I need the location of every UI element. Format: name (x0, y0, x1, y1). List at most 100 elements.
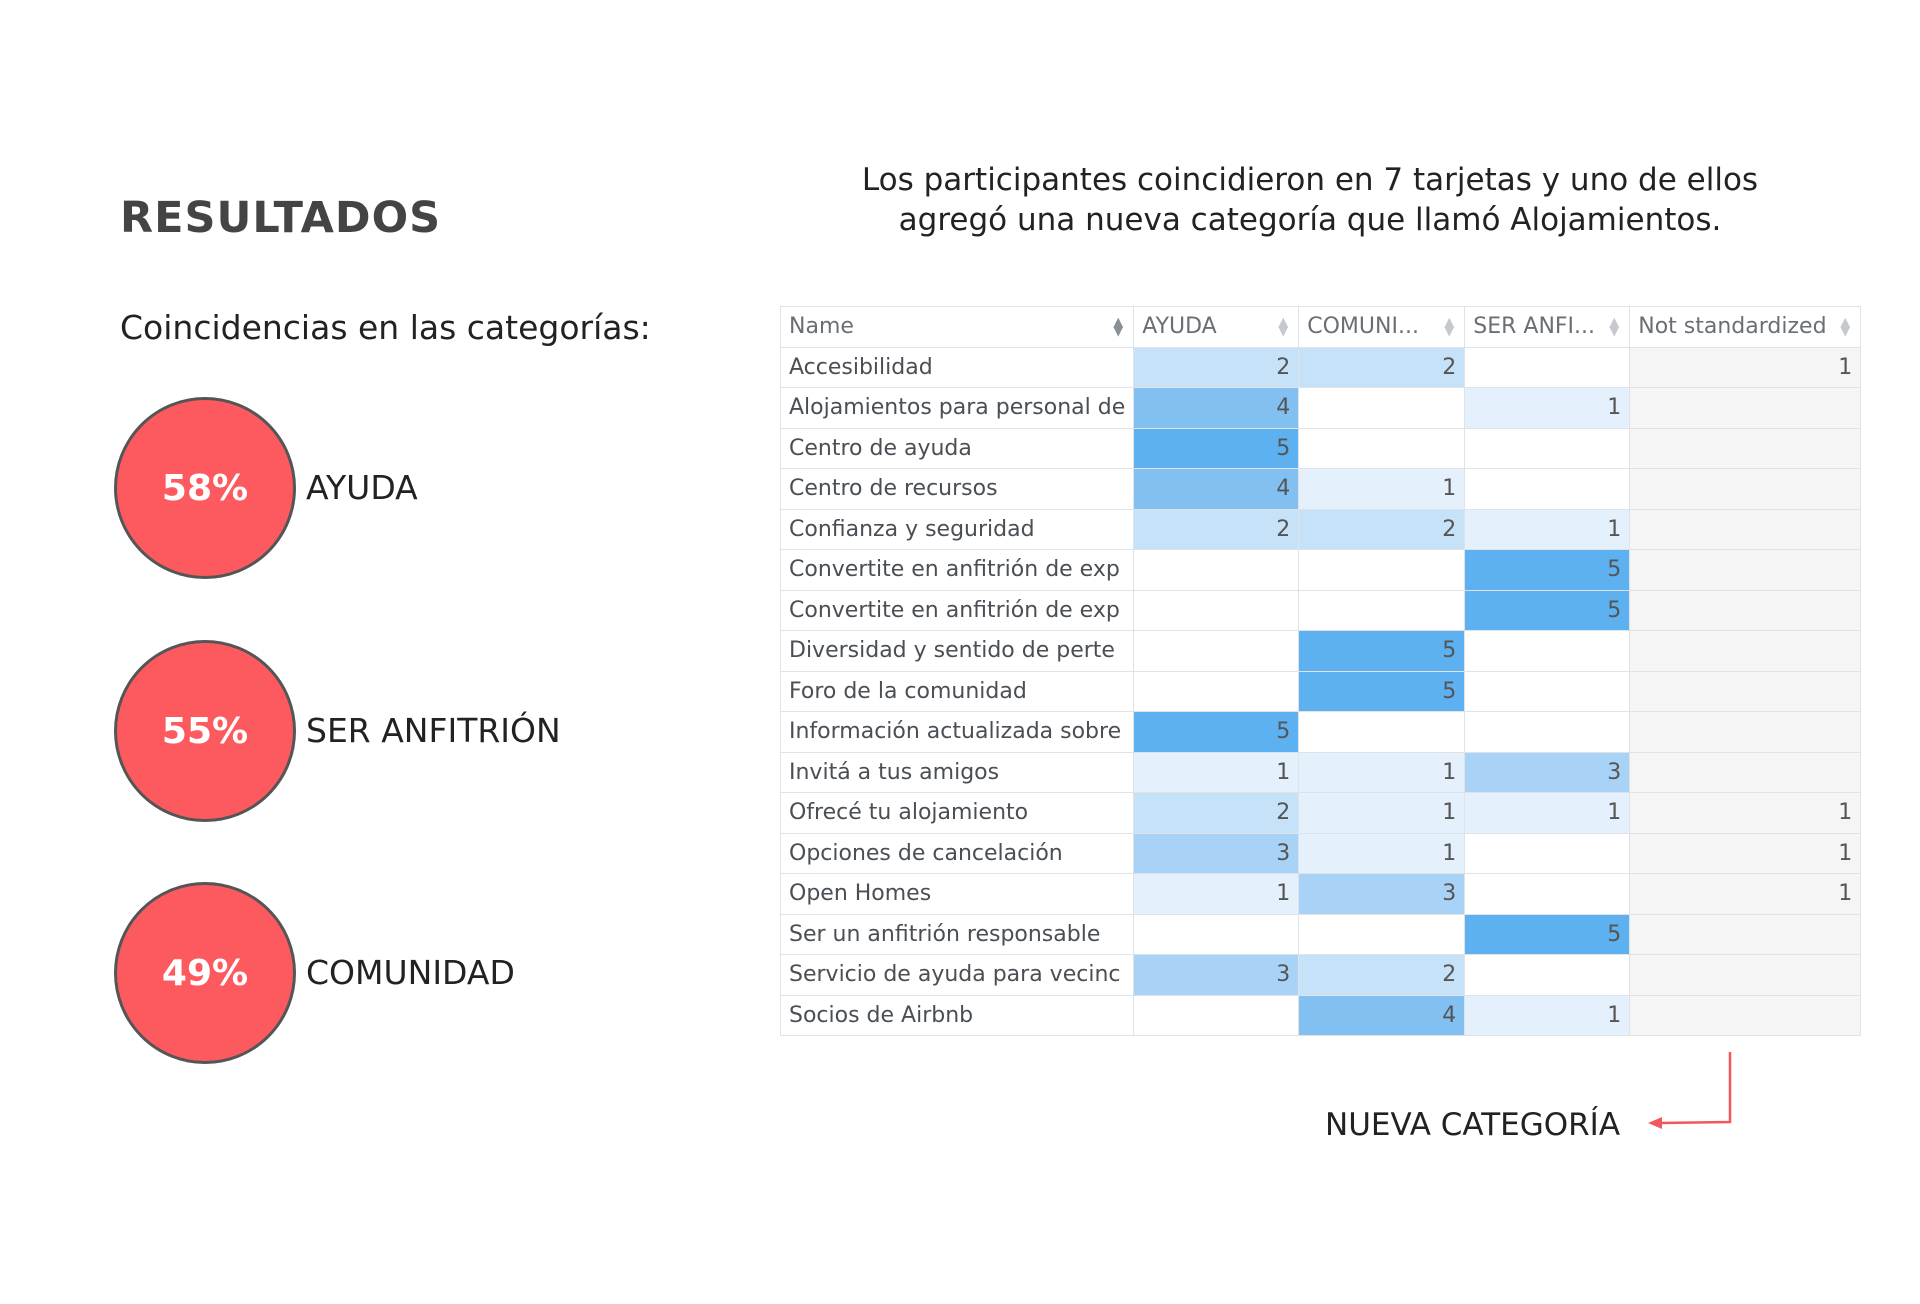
similarity-matrix-table: Name ▲ ▼ AYUDA ▲ ▼ COMUNI... ▲ ▼ SER ANFI... ▲ ▼… (779, 306, 1862, 1036)
table-row: Información actualizada sobre 5 (779, 711, 1862, 753)
value-cell: 1 (1464, 792, 1631, 834)
column-header-comunidad[interactable]: COMUNI... ▲ ▼ (1298, 306, 1466, 348)
value-cell (1629, 994, 1862, 1036)
value-cell (1464, 954, 1631, 996)
column-header-ayuda[interactable]: AYUDA ▲ ▼ (1133, 306, 1300, 348)
result-label: AYUDA (306, 468, 418, 507)
value-cell (1133, 589, 1300, 631)
value-cell: 3 (1298, 873, 1466, 915)
card-name-cell: Confianza y seguridad (779, 508, 1135, 550)
value-cell (1629, 549, 1862, 591)
table-row: Centro de recursos 4 1 (779, 468, 1862, 510)
subtitle: Coincidencias en las categorías: (120, 308, 651, 347)
value-cell (1629, 589, 1862, 631)
sort-icon[interactable]: ▲ ▼ (1609, 314, 1620, 339)
result-ser-anfitrion: 55% SER ANFITRIÓN (114, 640, 634, 822)
value-cell (1629, 913, 1862, 955)
card-name-cell: Socios de Airbnb (779, 994, 1135, 1036)
table-row: Foro de la comunidad 5 (779, 670, 1862, 712)
card-name-cell: Servicio de ayuda para vecinc (779, 954, 1135, 996)
value-cell: 4 (1298, 994, 1466, 1036)
value-cell: 2 (1133, 792, 1300, 834)
table-body: Accesibilidad 2 2 1 Alojamientos para person… (779, 346, 1862, 1036)
value-cell (1133, 630, 1300, 672)
value-cell: 5 (1133, 711, 1300, 753)
card-name-cell: Open Homes (779, 873, 1135, 915)
column-header-name[interactable]: Name ▲ ▼ (779, 306, 1135, 348)
result-ayuda: 58% AYUDA (114, 397, 634, 579)
value-cell: 1 (1629, 346, 1862, 388)
value-cell (1464, 832, 1631, 874)
value-cell: 1 (1298, 832, 1466, 874)
value-cell: 1 (1464, 508, 1631, 550)
value-cell: 1 (1298, 751, 1466, 793)
percent-circle: 49% (114, 882, 296, 1064)
card-name-cell: Invitá a tus amigos (779, 751, 1135, 793)
intro-text: Los participantes coincidieron en 7 tarj… (861, 162, 1759, 238)
sort-icon[interactable]: ▲ ▼ (1840, 314, 1851, 339)
card-name-cell: Convertite en anfitrión de exp (779, 589, 1135, 631)
result-label: SER ANFITRIÓN (306, 711, 561, 750)
value-cell: 4 (1133, 468, 1300, 510)
card-name-cell: Foro de la comunidad (779, 670, 1135, 712)
table-row: Diversidad y sentido de perte 5 (779, 630, 1862, 672)
value-cell (1629, 468, 1862, 510)
value-cell (1298, 387, 1466, 429)
card-name-cell: Diversidad y sentido de perte (779, 630, 1135, 672)
value-cell (1629, 751, 1862, 793)
value-cell: 1 (1464, 387, 1631, 429)
value-cell: 5 (1464, 913, 1631, 955)
value-cell: 5 (1464, 589, 1631, 631)
value-cell (1464, 427, 1631, 469)
table-header-row: Name ▲ ▼ AYUDA ▲ ▼ COMUNI... ▲ ▼ SER ANFI... ▲ ▼… (779, 306, 1862, 348)
column-header-ser-anfitrion[interactable]: SER ANFI... ▲ ▼ (1464, 306, 1631, 348)
value-cell (1133, 549, 1300, 591)
table-row: Alojamientos para personal de 4 1 (779, 387, 1862, 429)
value-cell: 1 (1464, 994, 1631, 1036)
result-label: COMUNIDAD (306, 953, 515, 992)
table-row: Socios de Airbnb 4 1 (779, 994, 1862, 1036)
value-cell (1629, 670, 1862, 712)
table-row: Accesibilidad 2 2 1 (779, 346, 1862, 388)
value-cell: 2 (1298, 954, 1466, 996)
page-title: RESULTADOS (120, 193, 442, 243)
card-name-cell: Opciones de cancelación (779, 832, 1135, 874)
table-row: Servicio de ayuda para vecinc 3 2 (779, 954, 1862, 996)
table-row: Convertite en anfitrión de exp 5 (779, 549, 1862, 591)
value-cell (1629, 954, 1862, 996)
value-cell (1464, 346, 1631, 388)
value-cell (1298, 913, 1466, 955)
value-cell (1298, 427, 1466, 469)
value-cell: 1 (1629, 873, 1862, 915)
value-cell (1629, 508, 1862, 550)
value-cell (1464, 468, 1631, 510)
value-cell: 1 (1629, 792, 1862, 834)
sort-icon[interactable]: ▲ ▼ (1278, 314, 1289, 339)
card-name-cell: Accesibilidad (779, 346, 1135, 388)
value-cell (1133, 994, 1300, 1036)
table-row: Opciones de cancelación 3 1 1 (779, 832, 1862, 874)
card-name-cell: Información actualizada sobre (779, 711, 1135, 753)
value-cell (1298, 711, 1466, 753)
card-name-cell: Ser un anfitrión responsable (779, 913, 1135, 955)
value-cell: 2 (1298, 508, 1466, 550)
percent-circle: 58% (114, 397, 296, 579)
value-cell (1629, 427, 1862, 469)
table-row: Open Homes 1 3 1 (779, 873, 1862, 915)
value-cell: 4 (1133, 387, 1300, 429)
value-cell (1298, 589, 1466, 631)
sort-icon[interactable]: ▲ ▼ (1113, 314, 1124, 339)
column-header-not-standardized[interactable]: Not standardized ▲ ▼ (1629, 306, 1862, 348)
value-cell: 1 (1133, 751, 1300, 793)
table-row: Centro de ayuda 5 (779, 427, 1862, 469)
percent-circle: 55% (114, 640, 296, 822)
value-cell: 5 (1464, 549, 1631, 591)
sort-icon[interactable]: ▲ ▼ (1444, 314, 1455, 339)
value-cell (1133, 670, 1300, 712)
value-cell (1464, 873, 1631, 915)
value-cell: 3 (1133, 832, 1300, 874)
table-row: Confianza y seguridad 2 2 1 (779, 508, 1862, 550)
value-cell (1464, 711, 1631, 753)
table-row: Invitá a tus amigos 1 1 3 (779, 751, 1862, 793)
value-cell: 5 (1298, 630, 1466, 672)
